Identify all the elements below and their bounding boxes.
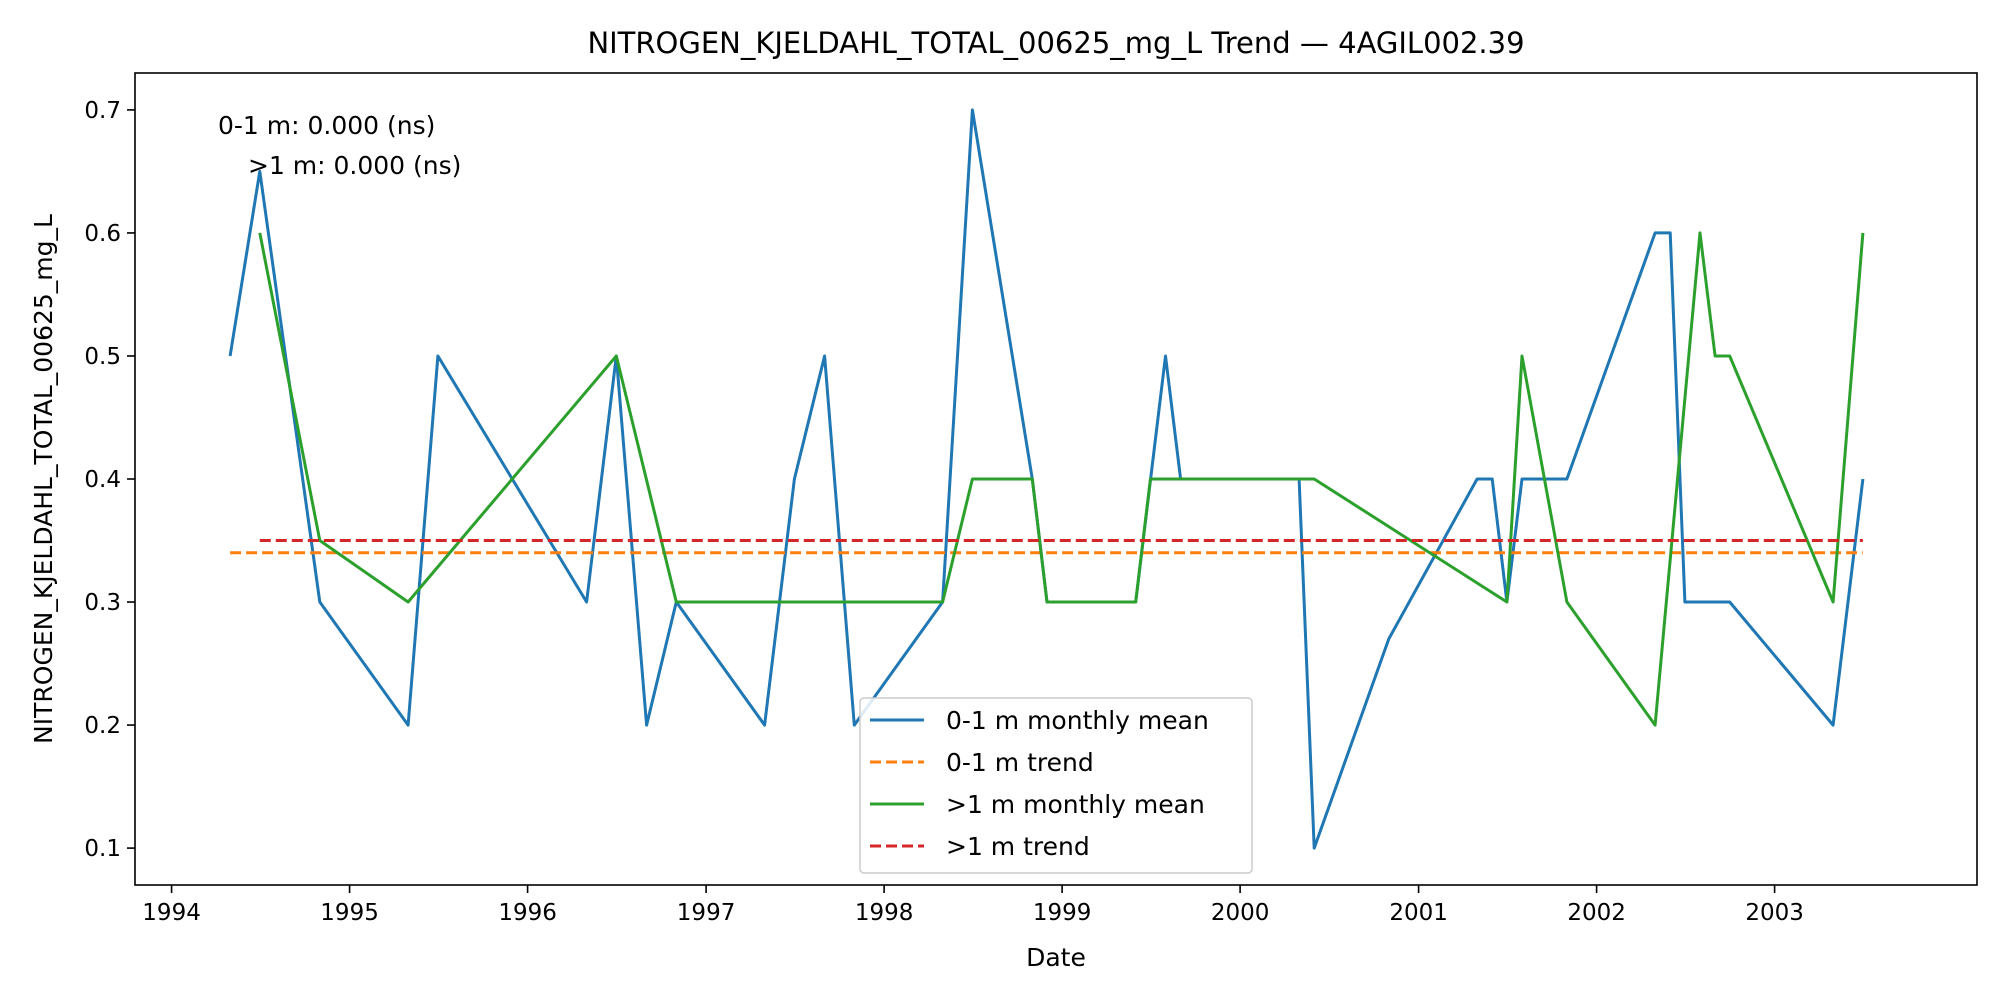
y-tick-label: 0.5 — [84, 344, 121, 370]
x-axis: 1994 1995 1996 1997 1998 1999 2000 2001 2002 2003 — [142, 885, 1804, 926]
x-tick-label: 2002 — [1567, 900, 1626, 926]
legend: 0-1 m monthly mean 0-1 m trend >1 m monthl… — [859, 697, 1253, 874]
annotation-deep-trend: >1 m: 0.000 (ns) — [248, 151, 461, 180]
y-tick-label: 0.2 — [84, 713, 121, 739]
x-tick-label: 1998 — [855, 900, 914, 926]
y-axis-label: NITROGEN_KJELDAHL_TOTAL_00625_mg_L — [29, 214, 58, 744]
y-tick-label: 0.3 — [84, 590, 121, 616]
y-tick-label: 0.7 — [84, 98, 121, 124]
legend-box — [859, 697, 1253, 874]
x-tick-label: 2003 — [1745, 900, 1804, 926]
y-tick-label: 0.4 — [84, 467, 121, 493]
x-axis-label: Date — [1026, 943, 1086, 972]
x-tick-label: 1996 — [498, 900, 557, 926]
x-tick-label: 2000 — [1211, 900, 1270, 926]
y-tick-label: 0.6 — [84, 221, 121, 247]
legend-label-0-1-m-monthly-mean: 0-1 m monthly mean — [946, 706, 1209, 735]
x-tick-label: 1995 — [320, 900, 379, 926]
legend-label-gt1-m-trend: >1 m trend — [946, 832, 1090, 861]
y-axis: 0.1 0.2 0.3 0.4 0.5 0.6 0.7 — [84, 98, 135, 862]
y-tick-label: 0.1 — [84, 836, 121, 862]
annotation-shallow-trend: 0-1 m: 0.000 (ns) — [218, 111, 435, 140]
x-tick-label: 2001 — [1389, 900, 1448, 926]
series-lines — [228, 108, 1865, 850]
legend-label-0-1-m-trend: 0-1 m trend — [946, 748, 1094, 777]
x-tick-label: 1994 — [142, 900, 201, 926]
x-tick-label: 1999 — [1033, 900, 1092, 926]
chart-title: NITROGEN_KJELDAHL_TOTAL_00625_mg_L Trend… — [587, 26, 1524, 60]
legend-label-gt1-m-monthly-mean: >1 m monthly mean — [946, 790, 1205, 819]
x-tick-label: 1997 — [677, 900, 736, 926]
series-line-gt1-m-monthly-mean — [258, 231, 1865, 727]
